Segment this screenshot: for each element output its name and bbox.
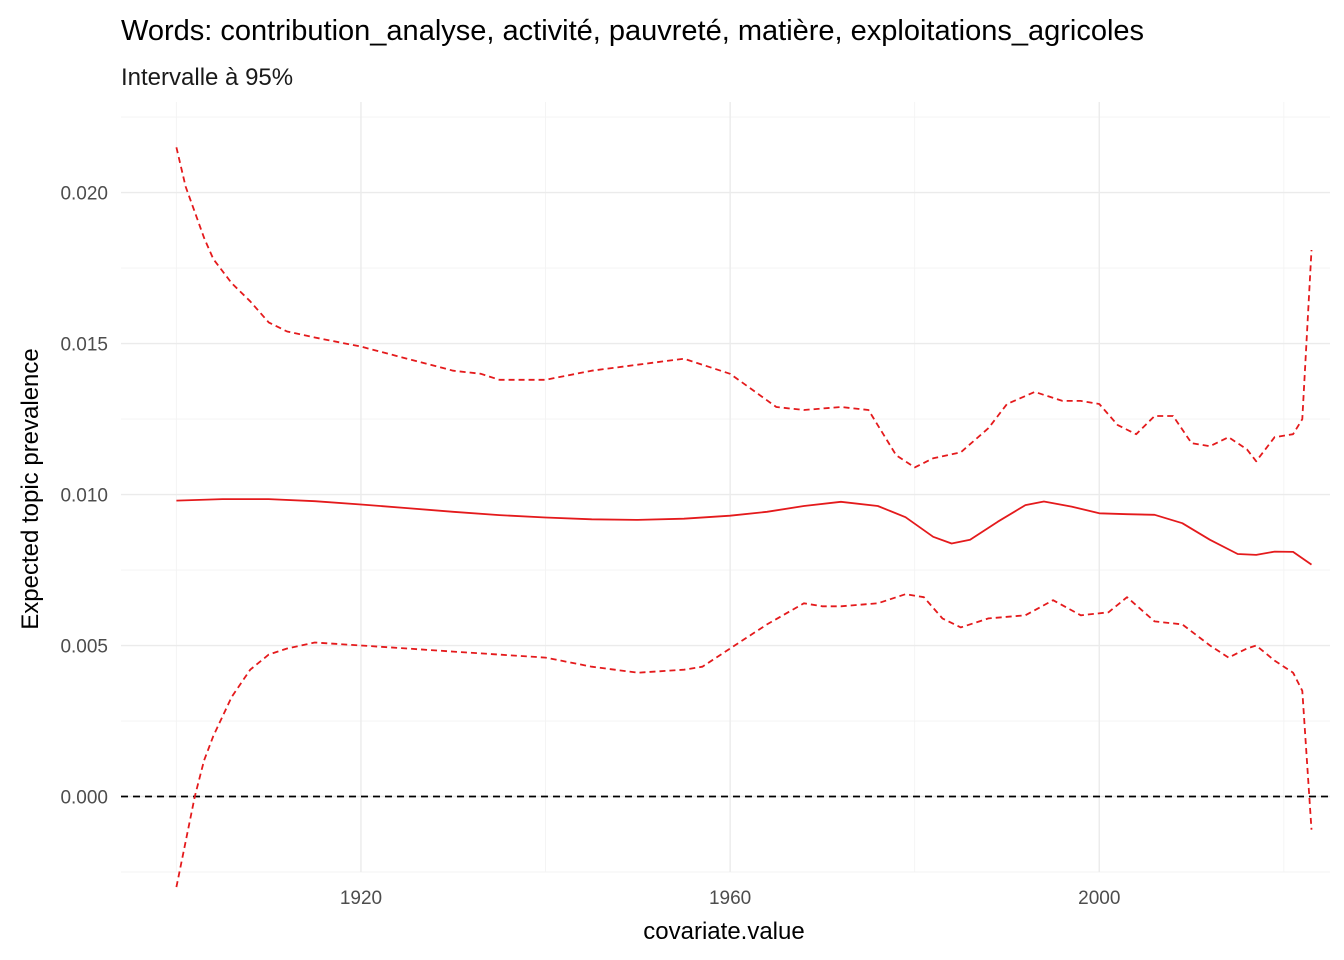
chart-title: Words: contribution_analyse, activité, p… xyxy=(121,15,1144,47)
upper-ci-line xyxy=(175,147,1313,469)
grid xyxy=(121,102,1330,873)
y-tick-label: 0.015 xyxy=(60,335,108,356)
lower-ci-line xyxy=(175,593,1313,888)
y-tick-label: 0.010 xyxy=(60,486,108,507)
y-tick-label: 0.005 xyxy=(60,637,108,658)
x-tick-label: 1920 xyxy=(340,888,382,909)
x-tick-label: 2000 xyxy=(1078,888,1120,909)
estimate-line xyxy=(176,498,1313,566)
y-tick-labels: 0.000 0.005 0.010 0.015 0.020 xyxy=(60,184,108,809)
series-group xyxy=(175,147,1313,888)
chart-subtitle: Intervalle à 95% xyxy=(121,64,293,91)
y-tick-label: 0.020 xyxy=(60,184,108,205)
x-tick-label: 1960 xyxy=(709,888,751,909)
x-tick-labels: 1920 1960 2000 xyxy=(340,888,1121,909)
x-axis-title: covariate.value xyxy=(643,918,804,945)
y-tick-label: 0.000 xyxy=(60,788,108,809)
y-axis-title: Expected topic prevalence xyxy=(17,348,44,630)
